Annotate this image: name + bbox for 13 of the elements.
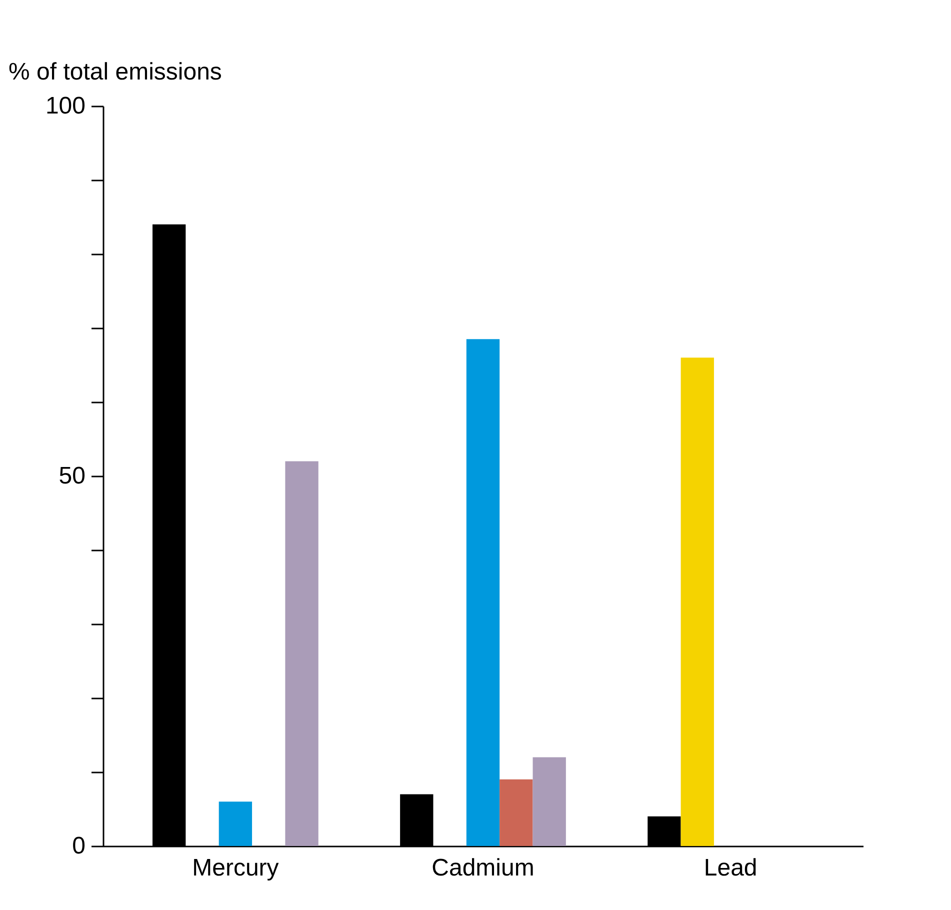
x-tick-label: Lead: [704, 854, 758, 882]
x-tick-label: Cadmium: [432, 854, 534, 882]
bar: [500, 779, 533, 846]
y-axis-title: % of total emissions: [8, 58, 222, 86]
y-tick-label: 0: [72, 832, 86, 860]
bar: [218, 802, 252, 846]
x-tick-label: Mercury: [192, 854, 279, 882]
bar: [680, 358, 714, 846]
bar: [466, 339, 500, 846]
y-tick-label: 50: [58, 462, 86, 490]
bar: [285, 461, 318, 846]
y-tick-label: 100: [45, 92, 86, 120]
bar: [532, 757, 566, 846]
